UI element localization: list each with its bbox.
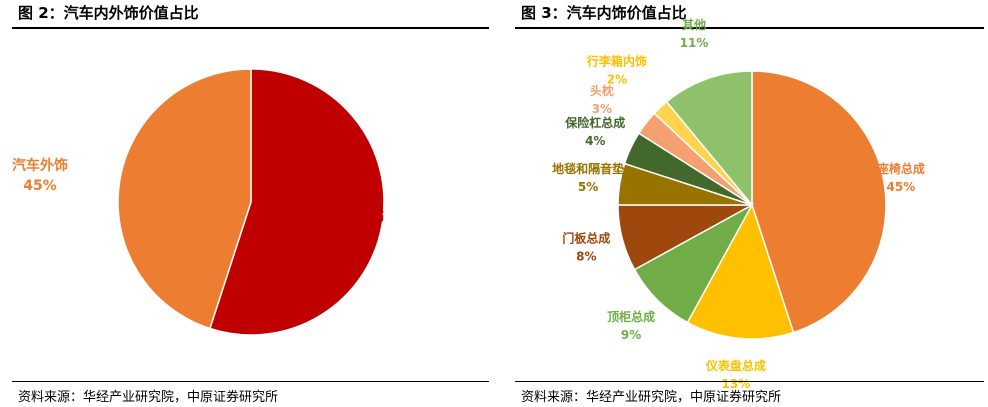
slice-category-label: 头枕: [590, 83, 614, 98]
figure-3-top-rule: [515, 27, 984, 29]
slice-category-label: 仪表盘总成: [705, 358, 766, 373]
figure-2-top-rule: [12, 27, 489, 29]
figure-2-pie-chart: 汽车内饰 55% 汽车外饰 45%: [12, 68, 385, 336]
slice-value-label: 45%: [23, 178, 57, 194]
figure-3-title: 图 3：汽车内饰价值占比: [521, 4, 687, 22]
slice-category-label: 保险杠总成: [564, 115, 625, 130]
figure-2-bottom-rule: [12, 381, 489, 382]
pie-slice-2: [117, 68, 252, 330]
figure-3-pie-chart: 座椅总成 45% 仪表盘总成 13% 顶柜总成 9% 门板总成 8% 地毯和隔音垫 5% 保险杠总成…: [552, 17, 925, 391]
slice-category-label: 门板总成: [562, 231, 610, 246]
slice-category-label: 顶柜总成: [607, 309, 655, 324]
figure-2-title: 图 2：汽车内外饰价值占比: [18, 4, 199, 22]
slice-category-label: 其他: [682, 17, 706, 32]
pie-slice-1: [751, 70, 887, 334]
figure-2-panel: 图 2：汽车内外饰价值占比 汽车内饰 55% 汽车外饰 45% 资料来源：华经产业研究…: [0, 0, 493, 407]
slice-category-label: 汽车内饰: [328, 209, 384, 226]
slice-category-label: 座椅总成: [876, 161, 925, 176]
slice-value-label: 11%: [680, 36, 709, 50]
slice-category-label: 汽车外饰: [12, 157, 68, 174]
slice-value-label: 9%: [621, 328, 641, 342]
slice-value-label: 5%: [578, 180, 598, 194]
slice-value-label: 3%: [592, 102, 612, 116]
slice-value-label: 13%: [722, 377, 751, 391]
slice-value-label: 55%: [339, 230, 373, 246]
slice-value-label: 2%: [607, 72, 627, 86]
slice-category-label: 行李箱内饰: [586, 53, 647, 68]
slice-category-label: 地毯和隔音垫: [552, 161, 624, 176]
pie-slice-1: [208, 68, 385, 336]
figure-3-panel: 图 3：汽车内饰价值占比 座椅总成 45% 仪表盘总成 13% 顶柜总成 9% 门板总成 8%…: [503, 0, 988, 407]
slice-value-label: 8%: [576, 250, 596, 264]
figure-3-bottom-rule: [515, 381, 984, 382]
slice-value-label: 45%: [887, 180, 916, 194]
figure-3-source-note: 资料来源：华经产业研究院，中原证券研究所: [521, 390, 782, 405]
pie-slice-9: [665, 70, 753, 208]
pie-slice-2: [686, 203, 795, 340]
figure-2-source-note: 资料来源：华经产业研究院，中原证券研究所: [18, 390, 279, 405]
slice-value-label: 4%: [585, 134, 605, 148]
